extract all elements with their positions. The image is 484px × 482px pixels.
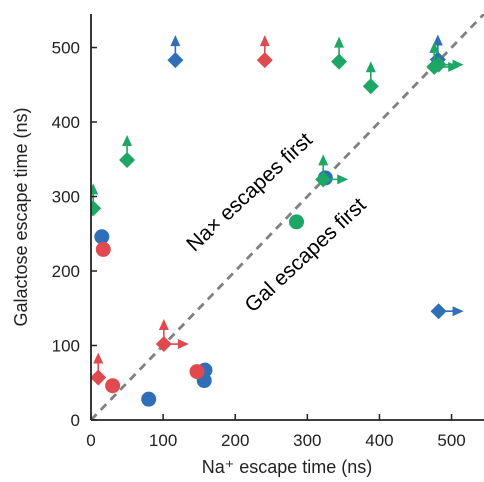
x-tick-label-3: 300	[293, 431, 321, 450]
up-arrow-icon	[122, 135, 133, 147]
x-tick-label-2: 200	[221, 431, 249, 450]
red-point-1	[105, 378, 121, 394]
red-point-4	[155, 319, 189, 353]
y-tick-label-5: 500	[52, 39, 80, 58]
right-arrow-icon	[177, 339, 189, 350]
up-arrow-icon	[365, 61, 376, 73]
up-arrow-icon	[93, 352, 104, 364]
right-arrow-icon	[452, 59, 464, 70]
circle-marker	[189, 364, 205, 380]
up-arrow-icon	[259, 35, 270, 47]
right-arrow-icon	[452, 306, 464, 317]
up-arrow-icon	[91, 183, 99, 195]
circle-marker	[289, 214, 305, 230]
green-point-1	[91, 183, 102, 217]
blue-point-7	[430, 303, 464, 320]
blue-point-5	[167, 35, 184, 69]
green-point-3	[315, 154, 349, 188]
annotation-gal-first: Gal escapes first	[241, 193, 371, 317]
red-point-0	[95, 241, 111, 257]
red-point-2	[189, 364, 205, 380]
data-points	[91, 34, 464, 407]
y-tick-label-0: 0	[71, 411, 80, 430]
x-tick-label-4: 400	[365, 431, 393, 450]
up-arrow-icon	[429, 41, 440, 53]
y-ticks: 0 100 200 300 400 500	[52, 39, 97, 430]
circle-marker	[94, 229, 110, 245]
diagonal-line	[91, 14, 484, 420]
y-tick-label-1: 100	[52, 337, 80, 356]
x-ticks: 0 100 200 300 400 500	[86, 414, 466, 450]
blue-point-1	[141, 391, 157, 407]
red-point-5	[256, 35, 273, 69]
up-arrow-icon	[158, 319, 169, 331]
y-tick-label-3: 300	[52, 188, 80, 207]
up-arrow-icon	[170, 35, 181, 47]
green-point-4	[331, 36, 348, 70]
up-arrow-icon	[432, 34, 443, 46]
green-point-2	[119, 135, 136, 169]
green-point-7	[430, 56, 464, 73]
axes	[90, 14, 484, 421]
annotation-na-first: Na× escapes first	[182, 128, 317, 256]
y-axis-label: Galactose escape time (ns)	[11, 107, 31, 326]
circle-marker	[105, 378, 121, 394]
blue-point-0	[94, 229, 110, 245]
up-arrow-icon	[318, 154, 329, 166]
y-tick-label-4: 400	[52, 113, 80, 132]
circle-marker	[95, 241, 111, 257]
green-point-5	[362, 61, 379, 95]
right-arrow-icon	[337, 174, 349, 185]
x-tick-label-0: 0	[86, 431, 95, 450]
red-point-3	[91, 352, 107, 386]
x-axis-label: Na⁺ escape time (ns)	[202, 457, 373, 477]
circle-marker	[141, 391, 157, 407]
x-tick-label-1: 100	[149, 431, 177, 450]
green-point-0	[289, 214, 305, 230]
y-tick-label-2: 200	[52, 262, 80, 281]
up-arrow-icon	[334, 36, 345, 48]
x-tick-label-5: 500	[437, 431, 465, 450]
